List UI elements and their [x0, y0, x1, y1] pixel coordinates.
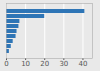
- svg-text:20: 20: [40, 60, 49, 68]
- svg-text:40: 40: [78, 60, 87, 68]
- svg-text:30: 30: [59, 60, 68, 68]
- svg-text:10: 10: [21, 60, 30, 68]
- svg-text:0: 0: [4, 60, 8, 68]
